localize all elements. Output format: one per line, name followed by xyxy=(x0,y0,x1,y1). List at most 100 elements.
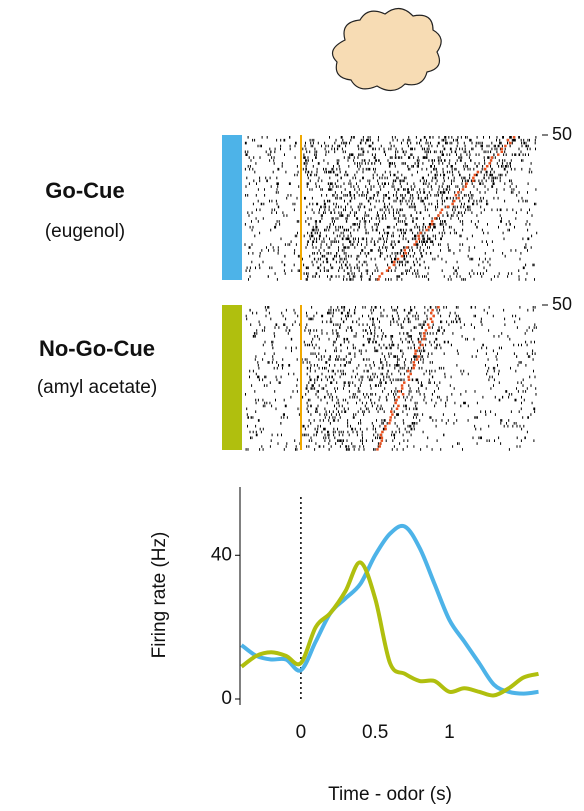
spike-row xyxy=(251,228,529,232)
lick-marker xyxy=(427,225,431,229)
lick-marker xyxy=(461,188,465,191)
lick-marker xyxy=(430,223,434,226)
lick-marker xyxy=(390,410,393,413)
spike-row xyxy=(244,141,536,145)
spike-row xyxy=(245,448,510,451)
lick-marker xyxy=(437,306,440,309)
spike-row xyxy=(254,358,534,361)
spike-row xyxy=(244,167,531,171)
lick-marker xyxy=(506,138,510,142)
spike-row xyxy=(250,323,536,326)
spike-row xyxy=(261,249,528,252)
lick-marker xyxy=(490,156,494,159)
spike-row xyxy=(255,401,533,405)
spike-row xyxy=(247,136,537,139)
lick-marker xyxy=(509,141,512,145)
spike-row xyxy=(290,337,511,341)
spike-row xyxy=(251,384,532,387)
lick-marker xyxy=(400,254,404,258)
lick-marker xyxy=(381,430,384,434)
spike-row xyxy=(245,393,537,396)
lick-marker xyxy=(473,173,477,177)
lick-marker xyxy=(433,217,437,220)
spike-row xyxy=(247,416,529,419)
lick-marker xyxy=(380,436,384,439)
lick-marker xyxy=(476,170,480,174)
panel-title: No-Go-Cue xyxy=(39,336,155,361)
spike-row xyxy=(249,275,520,278)
spike-row xyxy=(262,404,469,408)
lick-marker xyxy=(379,433,383,437)
spike-row xyxy=(248,214,533,217)
lick-marker xyxy=(407,369,410,373)
spike-row xyxy=(264,352,536,355)
x-tick-label: 0.5 xyxy=(362,722,388,743)
condition-bar xyxy=(222,305,242,450)
spike-row xyxy=(247,211,528,214)
lick-marker xyxy=(414,352,417,355)
lick-marker xyxy=(512,136,516,139)
spike-row xyxy=(255,410,536,413)
lick-marker xyxy=(419,231,422,235)
y-axis-label: Firing rate (Hz) xyxy=(149,532,170,659)
lick-marker xyxy=(397,404,400,408)
spike-row xyxy=(257,188,537,191)
y-tick-label: 50 xyxy=(552,124,572,144)
spike-row xyxy=(256,208,530,212)
spike-row xyxy=(245,185,517,188)
y-tick-label: 40 xyxy=(211,544,232,565)
spike-row xyxy=(249,369,534,373)
lick-marker xyxy=(412,366,415,370)
spike-row xyxy=(258,320,516,324)
spike-row xyxy=(245,194,518,197)
lick-marker xyxy=(384,424,387,428)
spike-row xyxy=(245,153,529,156)
lick-marker xyxy=(388,266,391,269)
lick-marker xyxy=(430,220,434,223)
lick-marker xyxy=(454,194,458,197)
spike-row xyxy=(294,173,507,177)
spike-row xyxy=(246,266,525,270)
lick-marker xyxy=(431,308,434,312)
spike-row xyxy=(280,237,530,241)
spike-row xyxy=(252,202,537,206)
spike-row xyxy=(252,311,488,315)
lick-marker xyxy=(488,162,491,165)
lick-marker xyxy=(429,317,433,321)
spike-row xyxy=(254,234,533,238)
spike-row xyxy=(255,355,531,358)
spike-row xyxy=(249,308,534,312)
lick-marker xyxy=(400,384,404,387)
lick-marker xyxy=(378,445,382,448)
lick-marker xyxy=(425,228,428,232)
lick-marker xyxy=(429,311,433,315)
lick-marker xyxy=(457,191,460,194)
spike-row xyxy=(245,314,517,318)
lick-marker xyxy=(401,393,405,396)
lick-marker xyxy=(405,246,409,249)
lick-marker xyxy=(500,150,504,153)
lick-marker xyxy=(465,182,468,185)
lick-marker xyxy=(414,349,417,352)
spike-row xyxy=(258,366,511,370)
spike-row xyxy=(257,364,527,367)
rate-line xyxy=(240,523,539,696)
lick-marker xyxy=(379,442,382,445)
spike-row xyxy=(286,196,523,200)
spike-row xyxy=(257,361,522,364)
lick-marker xyxy=(424,329,428,332)
spike-row xyxy=(248,278,535,281)
lick-marker xyxy=(472,179,475,182)
spike-row xyxy=(254,390,527,393)
spike-row xyxy=(270,439,535,442)
lick-marker xyxy=(409,372,412,376)
spike-row xyxy=(305,387,537,390)
lick-marker xyxy=(400,387,404,390)
spike-row xyxy=(291,349,534,353)
panel-title: Go-Cue xyxy=(45,178,124,203)
spike-row xyxy=(244,223,531,226)
lick-marker xyxy=(504,144,507,148)
spike-row xyxy=(277,205,482,209)
spike-row xyxy=(249,225,515,229)
lick-marker xyxy=(391,413,394,416)
